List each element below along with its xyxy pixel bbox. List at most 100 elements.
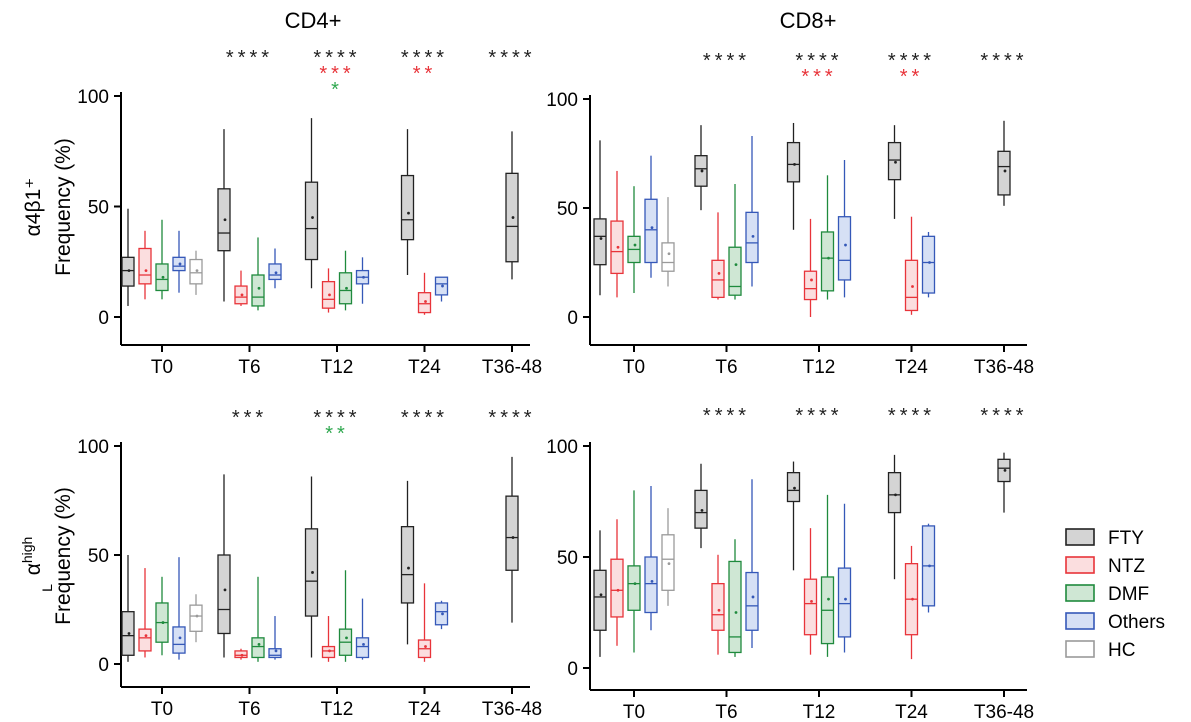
box-ntz-t24 <box>417 583 432 662</box>
legend-item-dmf: DMF <box>1065 584 1149 605</box>
mean-marker <box>257 642 261 646</box>
mean-marker <box>424 300 427 303</box>
y-tick-label: 100 <box>77 87 109 108</box>
box-ntz-t6 <box>234 270 248 306</box>
mean-marker <box>1003 169 1007 173</box>
alpha-glyph: α <box>22 563 45 575</box>
legend-item-others: Others <box>1065 612 1165 633</box>
mean-marker <box>424 645 427 648</box>
significance-stars: **** <box>401 47 448 69</box>
box-fty-t24 <box>887 454 902 580</box>
box-dmf-t6 <box>728 539 742 657</box>
y-tick-label: 50 <box>557 548 578 569</box>
box-fty-t0 <box>593 530 607 657</box>
box-ntz-t12 <box>803 218 818 317</box>
mean-marker <box>161 275 165 279</box>
mean-marker <box>362 275 365 279</box>
box-hc-t0 <box>189 250 203 295</box>
box-iqr <box>745 211 759 264</box>
box-others-t12 <box>837 503 852 653</box>
mean-marker <box>127 632 131 635</box>
mean-marker <box>178 262 182 266</box>
mean-marker <box>633 582 637 586</box>
significance-stars: ** <box>325 423 349 445</box>
box-iqr <box>786 141 801 183</box>
x-tick-label: T6 <box>238 357 260 378</box>
x-tick-label: T6 <box>715 702 737 722</box>
legend-label: NTZ <box>1108 556 1145 577</box>
box-fty-t12 <box>304 476 319 658</box>
box-iqr <box>921 235 936 294</box>
x-tick-label: T0 <box>151 699 173 720</box>
box-ntz-t24 <box>904 545 919 660</box>
mean-marker <box>328 649 331 653</box>
mean-marker <box>844 597 847 601</box>
mean-marker <box>667 562 671 566</box>
mean-marker <box>511 536 515 539</box>
box-iqr <box>644 198 658 264</box>
mean-marker <box>144 269 148 272</box>
box-others-t12 <box>355 257 370 304</box>
box-ntz-t0 <box>138 230 152 300</box>
mean-marker <box>195 614 199 618</box>
mean-marker <box>700 508 704 512</box>
x-tick-label: T24 <box>408 357 441 378</box>
mean-marker <box>928 564 931 568</box>
legend-swatch <box>1065 584 1095 602</box>
x-tick-label: T36-48 <box>974 357 1034 378</box>
legend-swatch <box>1065 612 1095 630</box>
box-ntz-t6 <box>234 648 248 660</box>
box-iqr <box>321 645 336 659</box>
y-tick-label: 50 <box>88 198 109 219</box>
box-hc-t0 <box>661 508 675 606</box>
mean-marker <box>599 593 603 597</box>
x-tick-label: T0 <box>623 357 645 378</box>
box-iqr <box>887 471 902 514</box>
legend: FTY NTZ DMF Others HC <box>1065 528 1165 661</box>
mean-marker <box>223 588 227 592</box>
legend-swatch <box>1065 528 1095 546</box>
significance-stars: ** <box>413 63 437 85</box>
box-iqr <box>711 582 725 631</box>
box-iqr <box>138 628 152 652</box>
box-iqr <box>251 274 265 307</box>
mean-marker <box>633 243 637 247</box>
mean-marker <box>441 284 444 288</box>
box-ntz-t0 <box>610 170 624 298</box>
box-iqr <box>172 626 186 654</box>
mean-marker <box>407 211 410 215</box>
significance-stars: *** <box>232 407 267 429</box>
y-axis-label-top: Frequency (%) <box>52 138 75 276</box>
box-dmf-t0 <box>627 186 641 294</box>
mean-marker <box>1003 469 1007 472</box>
box-hc-t0 <box>661 197 675 287</box>
legend-item-fty: FTY <box>1065 528 1144 549</box>
significance-stars: **** <box>703 405 750 427</box>
box-iqr <box>505 495 519 571</box>
box-dmf-t6 <box>251 237 265 311</box>
box-others-t12 <box>837 160 852 298</box>
mean-marker <box>328 293 331 297</box>
significance-stars: *** <box>801 66 836 88</box>
significance-stars: **** <box>401 407 448 429</box>
box-iqr <box>217 554 231 635</box>
box-fty-t36-48 <box>505 456 519 623</box>
box-iqr <box>728 246 742 296</box>
box-dmf-t0 <box>627 490 641 653</box>
box-iqr <box>400 174 415 241</box>
y-tick-label: 0 <box>567 308 578 329</box>
mean-marker <box>810 600 813 603</box>
x-tick-label: T36-48 <box>482 357 542 378</box>
significance-stars: **** <box>226 47 273 69</box>
significance-stars: **** <box>888 405 935 427</box>
box-iqr <box>694 489 708 529</box>
box-ntz-t24 <box>904 216 919 315</box>
mean-marker <box>240 653 244 657</box>
mean-marker <box>844 243 847 247</box>
box-ntz-t12 <box>321 268 336 313</box>
x-tick-label: T24 <box>895 357 928 378</box>
box-fty-t24 <box>400 129 415 276</box>
mean-marker <box>311 216 314 219</box>
box-fty-t36-48 <box>997 452 1011 513</box>
